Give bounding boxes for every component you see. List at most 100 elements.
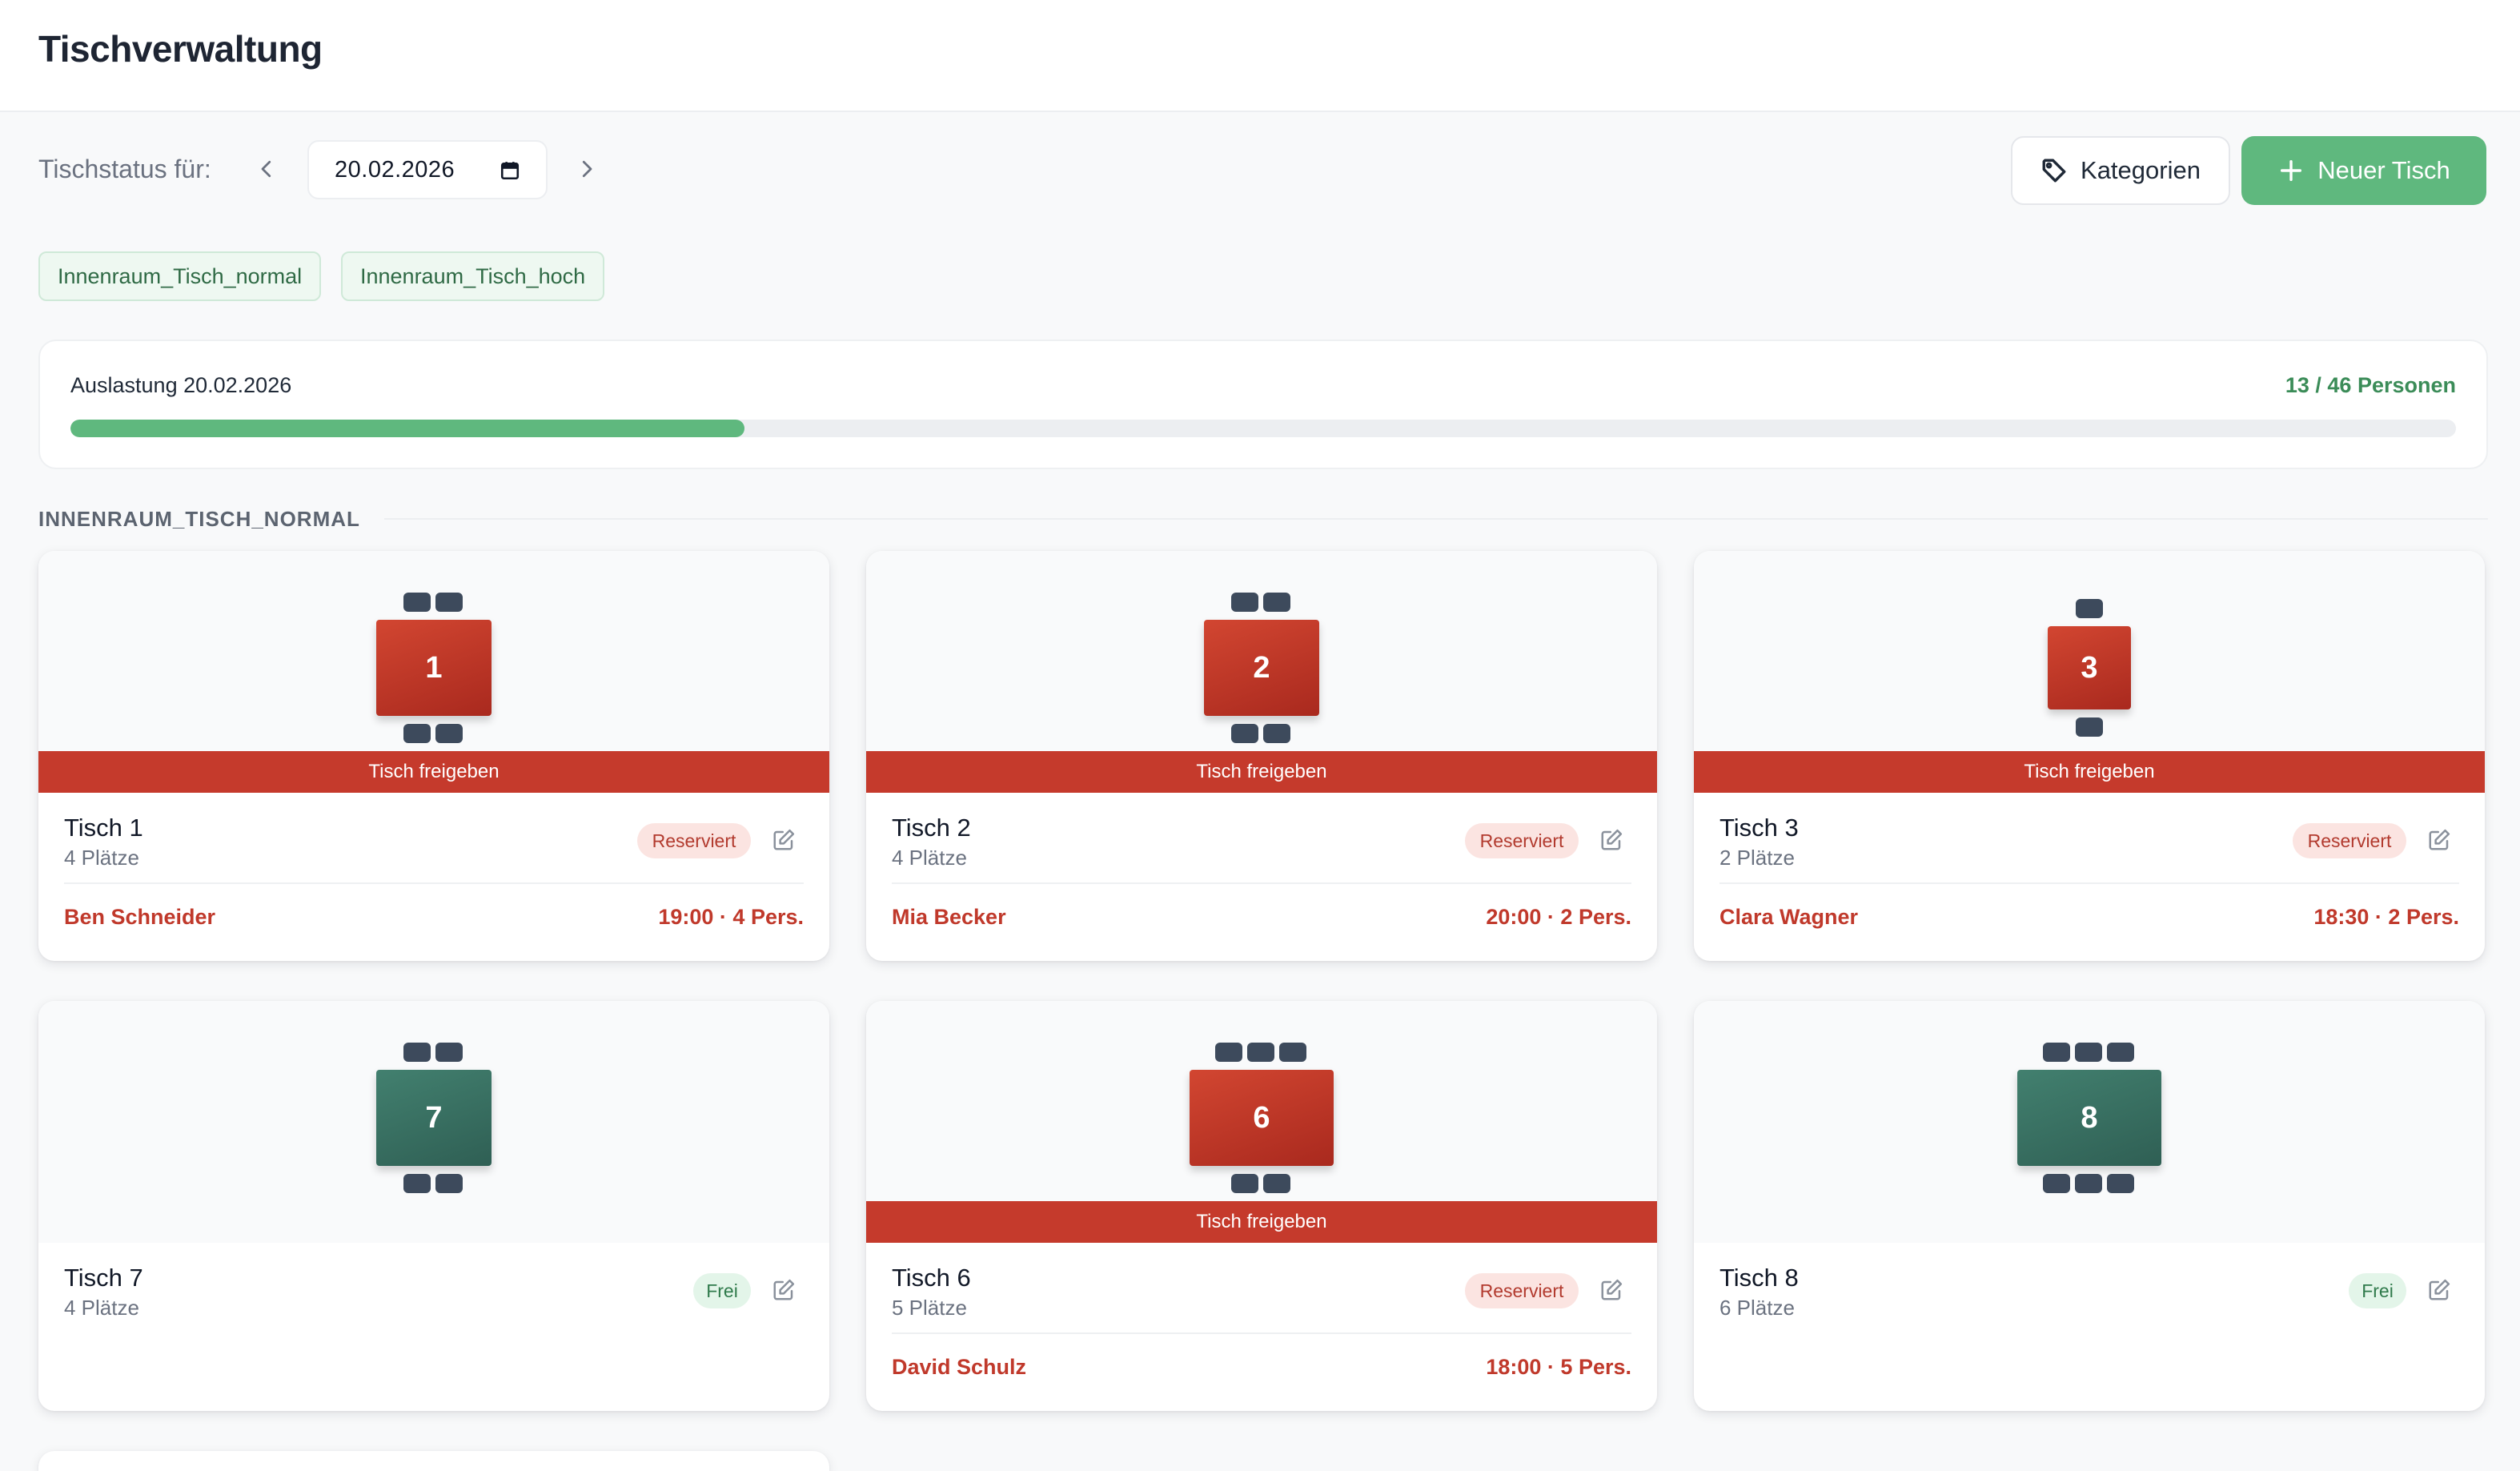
table-shape: 6: [1190, 1070, 1334, 1166]
new-table-button-label: Neuer Tisch: [2317, 156, 2450, 184]
chair: [1231, 593, 1258, 612]
table-seats: 4 Plätze: [892, 846, 967, 870]
table-shape: 1: [376, 620, 492, 716]
chair: [435, 1174, 463, 1193]
chair: [1247, 1043, 1274, 1062]
utilization-count: 13 / 46 Personen: [2285, 373, 2456, 397]
section-divider: [384, 518, 2488, 520]
release-table-button[interactable]: Tisch freigeben: [38, 751, 829, 793]
date-input[interactable]: 20.02.2026: [307, 140, 548, 199]
chair: [435, 1043, 463, 1062]
table-card-partial[interactable]: [38, 1451, 829, 1471]
table-visual: 2 Tisch freigeben: [866, 551, 1657, 793]
table-visual: 8: [1694, 1001, 2485, 1243]
reservation-time: 19:00 · 4 Pers.: [658, 905, 804, 929]
card-divider: [892, 882, 1631, 884]
status-badge: Frei: [693, 1273, 751, 1308]
table-shape: 8: [2017, 1070, 2161, 1166]
status-badge: Reserviert: [1465, 823, 1579, 858]
release-table-button[interactable]: Tisch freigeben: [866, 751, 1657, 793]
status-badge: Reserviert: [1465, 1273, 1579, 1308]
release-table-button[interactable]: Tisch freigeben: [1694, 751, 2485, 793]
chair: [2043, 1043, 2070, 1062]
edit-icon[interactable]: [772, 1278, 797, 1304]
chair: [435, 724, 463, 743]
top-bar: Tischverwaltung: [0, 0, 2520, 112]
table-name: Tisch 8: [1719, 1264, 1799, 1292]
chair: [2076, 599, 2103, 618]
table-visual: 1 Tisch freigeben: [38, 551, 829, 793]
utilization-progress-fill: [70, 420, 745, 437]
chair: [2076, 717, 2103, 737]
reservation-time: 18:00 · 5 Pers.: [1486, 1355, 1631, 1379]
previous-day-button[interactable]: [247, 149, 287, 189]
plus-icon: [2281, 159, 2302, 182]
table-card[interactable]: 7 Tisch 7 4 Plätze Frei: [38, 1001, 829, 1411]
chair: [2107, 1174, 2134, 1193]
card-divider: [64, 882, 804, 884]
reservation-time: 20:00 · 2 Pers.: [1486, 905, 1631, 929]
table-seats: 6 Plätze: [1719, 1296, 1795, 1320]
chair: [1231, 1174, 1258, 1193]
chair: [2075, 1043, 2102, 1062]
table-visual: 7: [38, 1001, 829, 1243]
edit-icon[interactable]: [2427, 1278, 2453, 1304]
guest-name: Mia Becker: [892, 905, 1006, 929]
table-name: Tisch 7: [64, 1264, 143, 1292]
table-card[interactable]: 8 Tisch 8 6 Plätze Frei: [1694, 1001, 2485, 1411]
table-status-label: Tischstatus für:: [38, 155, 211, 183]
chevron-left-icon: [261, 160, 271, 178]
table-seats: 2 Plätze: [1719, 846, 1795, 870]
table-seats: 5 Plätze: [892, 1296, 967, 1320]
guest-name: Ben Schneider: [64, 905, 216, 929]
table-visual: 6 Tisch freigeben: [866, 1001, 1657, 1243]
table-seats: 4 Plätze: [64, 1296, 139, 1320]
category-chip-hoch[interactable]: Innenraum_Tisch_hoch: [341, 251, 605, 301]
chair: [435, 593, 463, 612]
section-title: INNENRAUM_TISCH_NORMAL: [38, 507, 360, 531]
table-card[interactable]: 3 Tisch freigeben Tisch 3 2 Plätze Reser…: [1694, 551, 2485, 961]
utilization-card: Auslastung 20.02.2026 13 / 46 Personen: [38, 340, 2488, 469]
chair: [403, 593, 431, 612]
tag-icon: [2042, 159, 2066, 183]
chair: [2043, 1174, 2070, 1193]
chair: [1263, 1174, 1290, 1193]
edit-icon[interactable]: [772, 828, 797, 854]
edit-icon[interactable]: [2427, 828, 2453, 854]
table-name: Tisch 6: [892, 1264, 971, 1292]
release-table-button[interactable]: Tisch freigeben: [866, 1201, 1657, 1243]
table-card[interactable]: 1 Tisch freigeben Tisch 1 4 Plätze Reser…: [38, 551, 829, 961]
date-value: 20.02.2026: [335, 156, 455, 183]
category-chip-normal[interactable]: Innenraum_Tisch_normal: [38, 251, 322, 301]
chair: [2075, 1174, 2102, 1193]
status-badge: Reserviert: [637, 823, 751, 858]
table-card[interactable]: 2 Tisch freigeben Tisch 2 4 Plätze Reser…: [866, 551, 1657, 961]
categories-button-label: Kategorien: [2081, 156, 2201, 184]
utilization-label: Auslastung 20.02.2026: [70, 373, 292, 397]
chair: [403, 1043, 431, 1062]
table-visual: 3 Tisch freigeben: [1694, 551, 2485, 793]
table-card[interactable]: 6 Tisch freigeben Tisch 6 5 Plätze Reser…: [866, 1001, 1657, 1411]
table-name: Tisch 2: [892, 814, 971, 842]
table-name: Tisch 3: [1719, 814, 1799, 842]
status-badge: Reserviert: [2293, 823, 2406, 858]
table-name: Tisch 1: [64, 814, 143, 842]
table-shape: 7: [376, 1070, 492, 1166]
guest-name: Clara Wagner: [1719, 905, 1859, 929]
chair: [1215, 1043, 1242, 1062]
chair: [403, 1174, 431, 1193]
calendar-icon[interactable]: [500, 160, 520, 181]
next-day-button[interactable]: [567, 149, 607, 189]
edit-icon[interactable]: [1599, 828, 1625, 854]
page-title: Tischverwaltung: [38, 28, 323, 70]
table-seats: 4 Plätze: [64, 846, 139, 870]
status-badge: Frei: [2349, 1273, 2406, 1308]
table-shape: 3: [2048, 626, 2131, 709]
categories-button[interactable]: Kategorien: [2011, 136, 2230, 205]
chair: [1263, 593, 1290, 612]
utilization-progress-track: [70, 420, 2456, 437]
new-table-button[interactable]: Neuer Tisch: [2241, 136, 2486, 205]
edit-icon[interactable]: [1599, 1278, 1625, 1304]
reservation-time: 18:30 · 2 Pers.: [2313, 905, 2459, 929]
chair: [1231, 724, 1258, 743]
